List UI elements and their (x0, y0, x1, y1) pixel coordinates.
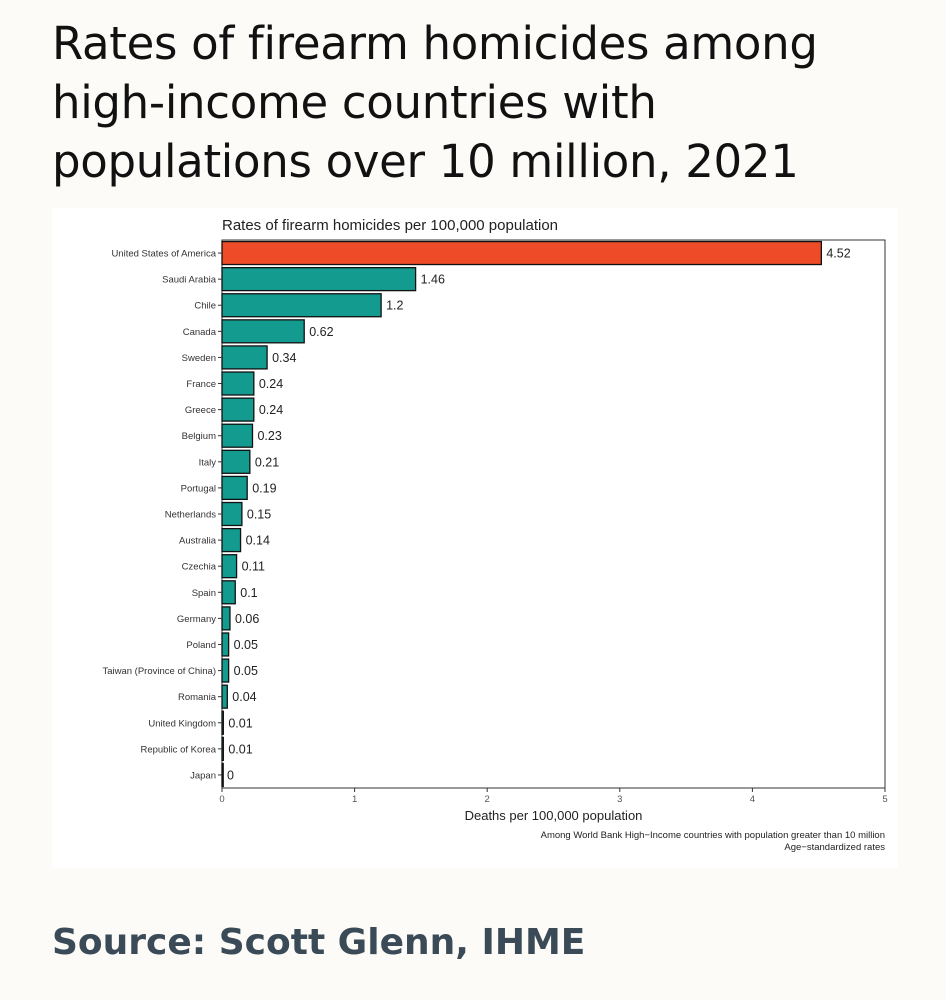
bar-greece (221, 397, 255, 422)
category-label: Taiwan (Province of China) (102, 666, 216, 677)
bar-sweden (221, 345, 268, 370)
source-credit: Source: Scott Glenn, IHME (52, 922, 586, 963)
value-label: 0.19 (252, 481, 276, 495)
value-label: 0.24 (259, 403, 283, 417)
category-label: Czechia (182, 562, 217, 573)
bar-canada (221, 319, 305, 344)
category-label: Chile (194, 301, 216, 312)
category-label: Republic of Korea (140, 744, 216, 755)
bar-united-kingdom (221, 710, 224, 735)
category-label: Portugal (181, 483, 216, 494)
value-label: 0.01 (228, 716, 252, 730)
value-label: 0.23 (257, 429, 281, 443)
bar-spain (221, 580, 236, 605)
category-label: United Kingdom (148, 718, 216, 729)
category-label: Romania (178, 692, 217, 703)
bar-italy (221, 449, 251, 474)
value-label: 0.15 (247, 508, 271, 522)
bars-layer: 4.52 1.46 1.2 0.62 0.34 0.24 0.24 0.23 0.21 0.19 0… (221, 240, 851, 788)
category-label: France (186, 379, 216, 390)
value-label: 0.14 (246, 534, 270, 548)
value-label: 0.05 (234, 638, 258, 652)
value-label: 1.2 (386, 299, 403, 313)
x-tick-label: 0 (219, 794, 224, 805)
bar-belgium (221, 423, 254, 448)
bar-saudi-arabia (221, 267, 417, 292)
bar-czechia (221, 554, 238, 579)
value-label: 1.46 (421, 273, 445, 287)
bar-netherlands (221, 501, 243, 527)
chart-title: Rates of firearm homicides per 100,000 p… (222, 217, 558, 234)
bar-united-states-of-america (221, 240, 823, 266)
bar-chart: Rates of firearm homicides per 100,000 p… (102, 217, 887, 853)
category-label: United States of America (111, 249, 216, 260)
value-label: 4.52 (826, 247, 850, 261)
category-label: Saudi Arabia (162, 275, 217, 286)
chart-card: Rates of firearm homicides per 100,000 p… (52, 208, 898, 868)
value-label: 0.1 (240, 586, 257, 600)
page-headline: Rates of firearm homicides among high-in… (52, 17, 818, 188)
value-label: 0.06 (235, 612, 259, 626)
category-label: Germany (177, 614, 216, 625)
value-label: 0.11 (242, 560, 265, 574)
bar-chile (221, 293, 382, 318)
value-label: 0.34 (272, 351, 296, 365)
value-label: 0 (227, 768, 234, 782)
category-label: Italy (199, 457, 217, 468)
value-label: 0.24 (259, 377, 283, 391)
value-label: 0.04 (232, 690, 256, 704)
bar-germany (221, 606, 231, 631)
bar-australia (221, 527, 242, 553)
value-label: 0.05 (234, 664, 258, 678)
value-label: 0.21 (255, 455, 279, 469)
value-label: 0.62 (309, 325, 333, 339)
category-label: Poland (186, 640, 216, 651)
plot-frame (221, 239, 886, 789)
category-label: Belgium (182, 431, 216, 442)
x-tick-label: 3 (617, 794, 622, 805)
category-label: Netherlands (165, 510, 216, 521)
category-label: Greece (185, 405, 216, 416)
value-label: 0.01 (228, 742, 252, 756)
x-tick-label: 2 (485, 794, 490, 805)
bar-romania (221, 684, 228, 709)
category-label: Japan (190, 770, 216, 781)
axis-layer: United States of America Saudi Arabia Chil… (102, 249, 887, 805)
chart-note-age-standardized: Age−standardized rates (784, 842, 885, 853)
category-label: Canada (183, 327, 217, 338)
x-axis-label: Deaths per 100,000 population (465, 808, 643, 823)
x-tick-label: 4 (750, 794, 755, 805)
x-tick-label: 5 (882, 794, 887, 805)
bar-taiwan-province-of-china (221, 658, 230, 683)
chart-note-population: Among World Bank High−Income countries w… (541, 830, 885, 841)
bar-republic-of-korea (221, 736, 224, 761)
x-tick-label: 1 (352, 794, 357, 805)
bar-france (221, 371, 255, 396)
category-label: Sweden (182, 353, 216, 364)
bar-portugal (221, 475, 248, 501)
category-label: Spain (192, 588, 216, 599)
bar-poland (221, 632, 230, 657)
category-label: Australia (179, 536, 217, 547)
bar-japan (221, 762, 224, 788)
